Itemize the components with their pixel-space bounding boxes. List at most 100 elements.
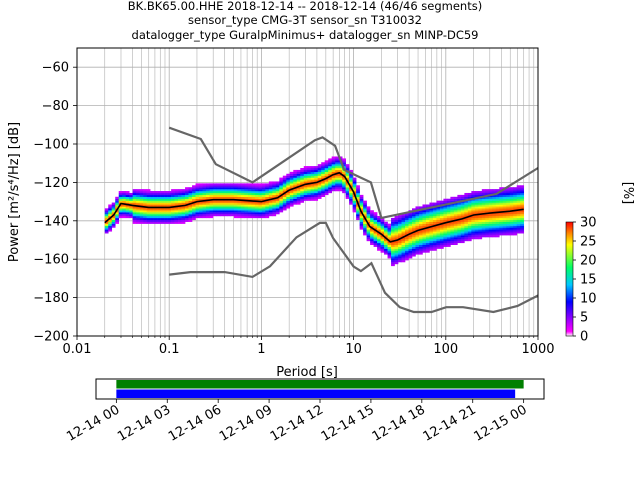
density-cell xyxy=(366,216,371,219)
density-cell xyxy=(244,204,249,207)
density-cell xyxy=(247,204,252,207)
density-cell xyxy=(387,237,392,240)
density-cell xyxy=(139,200,144,203)
density-cell xyxy=(237,183,242,186)
density-cell xyxy=(265,210,270,213)
density-cell xyxy=(122,198,127,201)
density-cell xyxy=(436,210,441,213)
density-cell xyxy=(495,198,500,201)
density-cell xyxy=(286,204,291,207)
density-cell xyxy=(520,210,525,213)
density-cell xyxy=(240,187,245,190)
density-cell xyxy=(384,235,388,238)
density-cell xyxy=(377,227,381,230)
density-cell xyxy=(209,187,214,190)
density-cell xyxy=(195,216,200,219)
density-cell xyxy=(310,198,315,201)
density-cell xyxy=(443,212,448,215)
density-cell xyxy=(492,221,497,224)
density-cell xyxy=(387,246,392,249)
density-cell xyxy=(265,196,270,199)
density-cell xyxy=(261,192,266,196)
density-cell xyxy=(411,252,416,255)
density-cell xyxy=(436,235,441,238)
density-cell xyxy=(275,189,280,192)
density-cell xyxy=(118,216,123,219)
density-cell xyxy=(272,204,277,207)
density-cell xyxy=(450,204,455,207)
density-cell xyxy=(359,204,364,207)
density-cell xyxy=(411,242,416,245)
density-cell xyxy=(206,192,210,196)
density-cell xyxy=(432,248,437,251)
density-cell xyxy=(132,198,137,201)
x-tick-label: 100 xyxy=(433,342,458,357)
density-cell xyxy=(296,169,301,173)
density-cell xyxy=(258,194,263,197)
density-cell xyxy=(495,231,500,234)
density-cell xyxy=(394,242,399,245)
density-cell xyxy=(520,198,525,201)
colorbar-tick-label: 20 xyxy=(580,254,597,269)
density-cell xyxy=(209,208,214,211)
density-cell xyxy=(153,202,158,205)
density-cell xyxy=(411,216,416,219)
density-cell xyxy=(509,227,514,230)
density-cell xyxy=(181,194,186,197)
density-cell xyxy=(251,196,256,199)
density-cell xyxy=(153,198,158,201)
density-cell xyxy=(192,189,196,192)
density-cell xyxy=(265,187,270,190)
density-cell xyxy=(219,208,224,211)
density-cell xyxy=(219,185,224,188)
density-cell xyxy=(422,242,427,245)
density-cell xyxy=(460,202,465,205)
density-cell xyxy=(331,158,336,161)
density-cell xyxy=(474,200,479,203)
density-cell xyxy=(296,175,301,178)
density-cell xyxy=(439,200,444,203)
density-cell xyxy=(384,250,388,253)
density-cell xyxy=(418,212,423,215)
density-cell xyxy=(453,217,458,221)
density-cell xyxy=(212,210,217,213)
density-cell xyxy=(429,239,434,242)
density-cell xyxy=(125,210,130,213)
density-cell xyxy=(460,204,465,207)
density-cell xyxy=(415,237,420,240)
density-cell xyxy=(111,221,116,224)
density-cell xyxy=(202,202,207,205)
density-cell xyxy=(185,192,189,196)
density-cell xyxy=(202,183,207,186)
density-cell xyxy=(495,200,500,203)
density-cell xyxy=(509,200,514,203)
density-cell xyxy=(446,227,451,230)
density-cell xyxy=(108,210,113,213)
density-cell xyxy=(485,198,490,201)
density-cell xyxy=(391,229,395,232)
density-cell xyxy=(300,171,305,174)
density-cell xyxy=(446,237,451,240)
density-cell xyxy=(474,235,479,238)
density-cell xyxy=(488,204,493,207)
density-cell xyxy=(279,189,284,192)
density-cell xyxy=(324,168,329,171)
density-cell xyxy=(415,248,420,251)
density-cell xyxy=(125,204,130,207)
density-cell xyxy=(342,158,346,161)
density-cell xyxy=(331,183,336,186)
density-cell xyxy=(328,187,332,190)
density-cell xyxy=(136,206,140,209)
density-cell xyxy=(272,198,277,201)
density-cell xyxy=(240,216,245,219)
density-cell xyxy=(324,187,329,190)
density-cell xyxy=(272,189,277,192)
density-cell xyxy=(387,248,392,251)
density-cell xyxy=(296,179,301,182)
density-cell xyxy=(432,244,437,247)
density-cell xyxy=(240,192,245,196)
density-cell xyxy=(478,194,483,197)
density-cell xyxy=(328,189,332,192)
density-cell xyxy=(212,185,217,188)
density-cell xyxy=(125,200,130,203)
